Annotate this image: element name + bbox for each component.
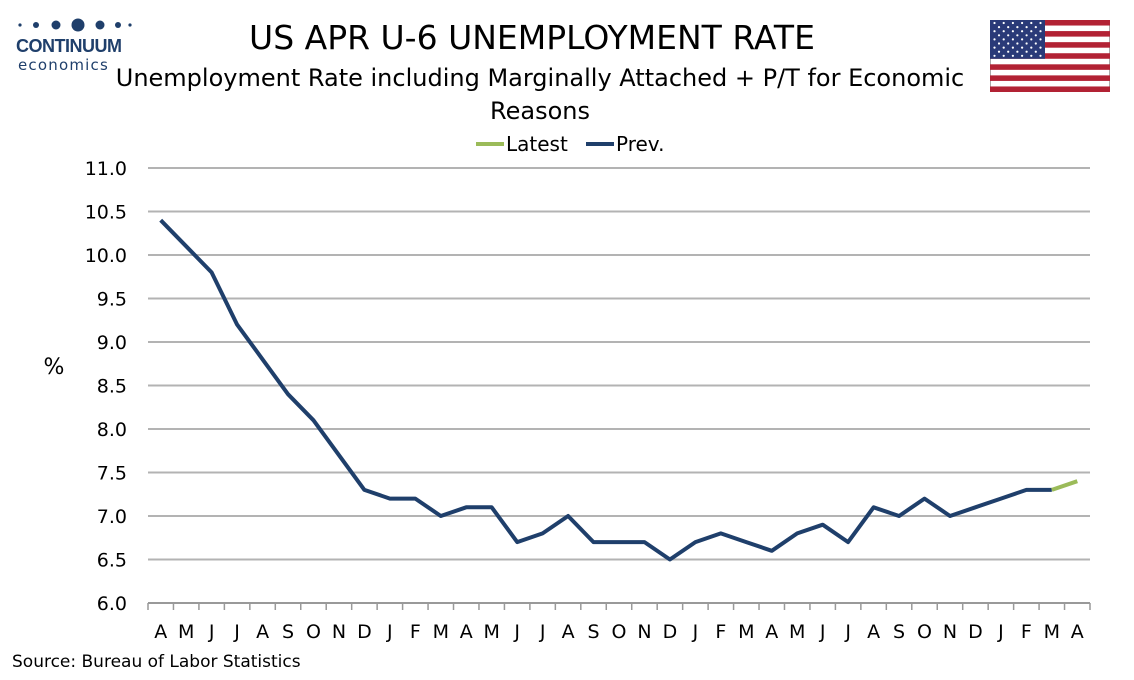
- x-tick-label: A: [1071, 621, 1084, 643]
- source-note: Source: Bureau of Labor Statistics: [12, 652, 301, 672]
- y-tick-label: 6.0: [97, 593, 127, 615]
- y-tick-label: 8.0: [97, 419, 127, 441]
- gridlines: [148, 167, 1090, 561]
- x-tick-label: A: [562, 621, 575, 643]
- y-tick-label: 7.5: [97, 463, 127, 485]
- chart-title: US APR U-6 UNEMPLOYMENT RATE: [249, 18, 815, 57]
- y-tick-label: 7.0: [97, 506, 127, 528]
- x-tick-label: J: [539, 621, 546, 643]
- y-tick-label: 11.0: [85, 158, 127, 180]
- us-flag-icon: [990, 20, 1110, 92]
- x-tick-label: M: [433, 621, 449, 643]
- y-tick-label: 6.5: [97, 550, 127, 572]
- x-tick-label: S: [282, 621, 294, 643]
- x-tick-label: N: [943, 621, 957, 643]
- x-tick-label: J: [233, 621, 240, 643]
- y-tick-label: 10.0: [85, 245, 127, 267]
- x-tick-label: M: [483, 621, 499, 643]
- x-tick-label: J: [819, 621, 826, 643]
- y-tick-label: 10.5: [85, 202, 127, 224]
- x-tick-label: S: [588, 621, 600, 643]
- series-line-latest: [1051, 479, 1078, 492]
- y-tick-label: 9.0: [97, 332, 127, 354]
- legend-label: Latest: [506, 132, 568, 156]
- x-tick-label: J: [997, 621, 1004, 643]
- series-line-prev: [159, 218, 1052, 562]
- series-lines: [159, 218, 1078, 562]
- x-tick-label: D: [663, 621, 678, 643]
- x-tick-label: J: [844, 621, 851, 643]
- x-tick-label: A: [867, 621, 880, 643]
- x-tick-label: M: [1044, 621, 1060, 643]
- x-tick-label: J: [386, 621, 393, 643]
- x-tick-label: D: [357, 621, 372, 643]
- y-axis-ticks: 6.0 6.5 7.0 7.5 8.0 8.5 9.0 9.5 10.0 10.5 11.0: [85, 158, 127, 615]
- x-tick-label: D: [968, 621, 983, 643]
- x-tick-label: N: [637, 621, 651, 643]
- x-tick-label: O: [612, 621, 627, 643]
- logo-dots-icon: [18, 18, 132, 32]
- y-tick-label: 9.5: [97, 289, 127, 311]
- x-tick-label: S: [893, 621, 905, 643]
- logo-sub: economics: [18, 56, 109, 74]
- x-tick-label: M: [738, 621, 754, 643]
- x-tick-label: F: [1021, 621, 1032, 643]
- logo-word: CONTINUUM: [16, 36, 122, 56]
- x-tick-label: A: [154, 621, 167, 643]
- x-tick-label: J: [513, 621, 520, 643]
- x-tick-label: O: [306, 621, 321, 643]
- y-axis-label: %: [44, 355, 65, 380]
- y-tick-label: 8.5: [97, 376, 127, 398]
- x-tick-label: J: [692, 621, 699, 643]
- chart-subtitle: Unemployment Rate including Marginally A…: [115, 64, 965, 125]
- x-tick-label: F: [715, 621, 726, 643]
- x-tick-label: M: [789, 621, 805, 643]
- legend-label: Prev.: [616, 132, 664, 156]
- x-tick-label: N: [332, 621, 346, 643]
- x-tick-label: F: [410, 621, 421, 643]
- x-tick-label: A: [256, 621, 269, 643]
- x-tick-label: J: [208, 621, 215, 643]
- x-tick-label: A: [765, 621, 778, 643]
- x-tick-label: O: [917, 621, 932, 643]
- legend: Latest Prev.: [476, 132, 664, 156]
- continuum-logo: CONTINUUM economics: [12, 14, 132, 76]
- x-tick-label: A: [460, 621, 473, 643]
- x-tick-label: M: [178, 621, 194, 643]
